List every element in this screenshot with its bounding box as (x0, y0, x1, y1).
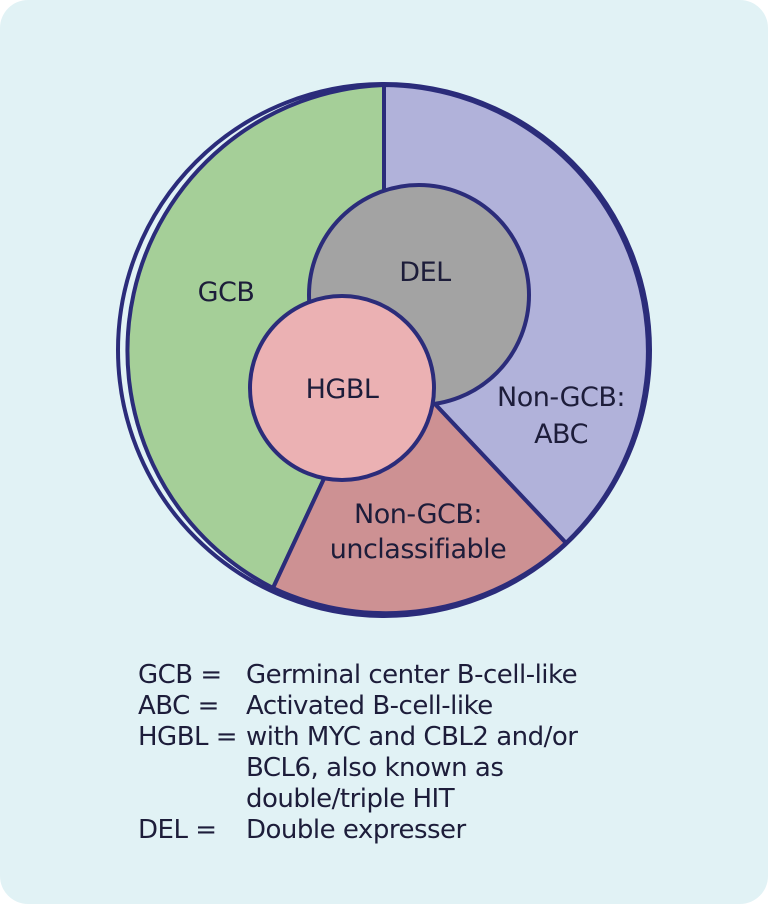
gcb-label: GCB (198, 277, 255, 308)
legend: GCB = Germinal center B-cell-like ABC = … (138, 660, 646, 846)
unclassifiable-label-line1: Non-GCB: (354, 499, 482, 530)
abc-label-line2: ABC (534, 419, 588, 450)
legend-term: DEL = (138, 815, 217, 845)
legend-item: ABC = Activated B-cell-like (138, 691, 646, 722)
legend-term: GCB = (138, 660, 222, 690)
legend-term: ABC = (138, 691, 219, 721)
hgbl-label: HGBL (306, 374, 379, 405)
hgbl-circle (248, 294, 436, 482)
legend-item: HGBL = with MYC and CBL2 and/or BCL6, al… (138, 722, 646, 815)
unclassifiable-label-line2: unclassifiable (330, 534, 507, 565)
legend-definition: Double expresser (246, 815, 466, 845)
legend-item: GCB = Germinal center B-cell-like (138, 660, 646, 691)
legend-definition: Activated B-cell-like (246, 691, 493, 721)
abc-label-line1: Non-GCB: (497, 382, 625, 413)
del-label: DEL (399, 257, 451, 288)
legend-term: HGBL = (138, 722, 238, 752)
legend-definition: Germinal center B-cell-like (246, 660, 578, 690)
legend-definition: with MYC and CBL2 and/or BCL6, also know… (246, 722, 578, 814)
legend-item: DEL = Double expresser (138, 815, 646, 846)
outer-ring (116, 82, 652, 618)
